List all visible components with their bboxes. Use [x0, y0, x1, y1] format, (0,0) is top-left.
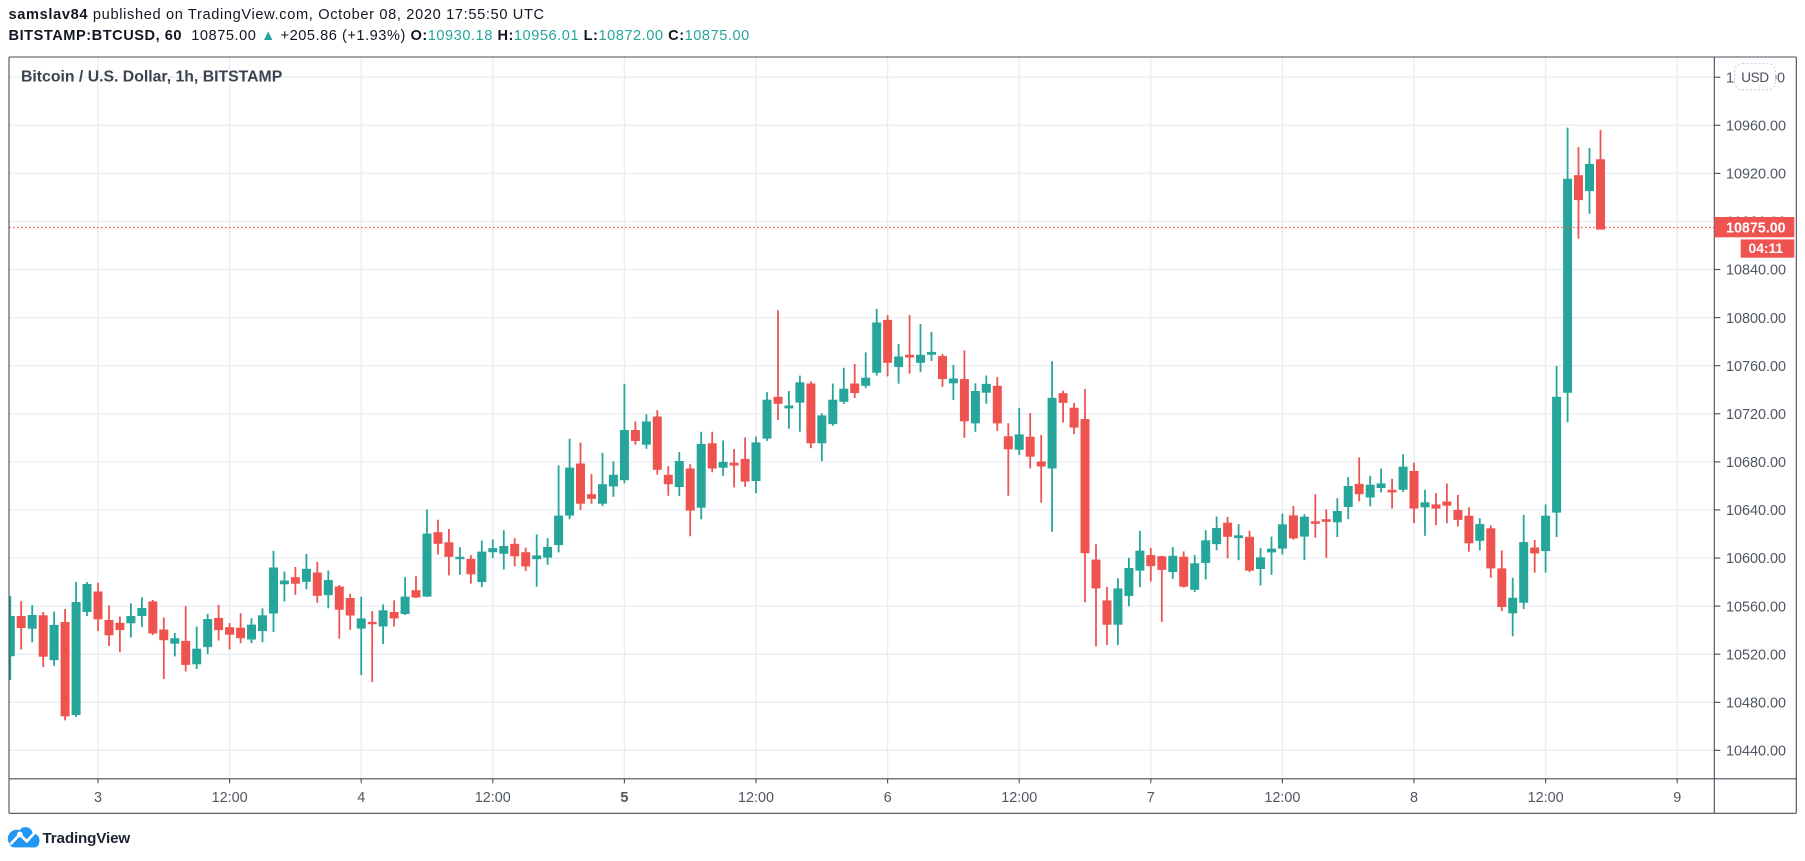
svg-text:12:00: 12:00 — [1264, 790, 1300, 806]
svg-text:7: 7 — [1147, 790, 1155, 806]
svg-text:10640.00: 10640.00 — [1726, 503, 1786, 519]
svg-text:10800.00: 10800.00 — [1726, 311, 1786, 327]
svg-text:4: 4 — [357, 790, 365, 806]
svg-text:USD: USD — [1741, 70, 1769, 85]
svg-text:10840.00: 10840.00 — [1726, 263, 1786, 279]
svg-text:3: 3 — [94, 790, 102, 806]
svg-text:10720.00: 10720.00 — [1726, 407, 1786, 423]
svg-text:10480.00: 10480.00 — [1726, 696, 1786, 712]
svg-text:12:00: 12:00 — [1528, 790, 1564, 806]
svg-text:10760.00: 10760.00 — [1726, 359, 1786, 375]
svg-text:9: 9 — [1673, 790, 1681, 806]
svg-text:10920.00: 10920.00 — [1726, 167, 1786, 183]
svg-text:12:00: 12:00 — [1001, 790, 1037, 806]
svg-text:10960.00: 10960.00 — [1726, 119, 1786, 135]
svg-text:10600.00: 10600.00 — [1726, 551, 1786, 567]
svg-text:Bitcoin / U.S. Dollar, 1h, BIT: Bitcoin / U.S. Dollar, 1h, BITSTAMP — [21, 69, 282, 86]
svg-text:10440.00: 10440.00 — [1726, 744, 1786, 760]
svg-text:8: 8 — [1410, 790, 1418, 806]
svg-text:10875.00: 10875.00 — [1726, 221, 1786, 237]
svg-text:TradingView: TradingView — [43, 830, 131, 847]
svg-text:04:11: 04:11 — [1749, 241, 1784, 256]
svg-text:12:00: 12:00 — [738, 790, 774, 806]
svg-text:12:00: 12:00 — [212, 790, 248, 806]
svg-text:12:00: 12:00 — [475, 790, 511, 806]
svg-text:5: 5 — [620, 790, 628, 806]
svg-text:6: 6 — [884, 790, 892, 806]
svg-text:10560.00: 10560.00 — [1726, 599, 1786, 615]
svg-text:10520.00: 10520.00 — [1726, 647, 1786, 663]
svg-text:10680.00: 10680.00 — [1726, 455, 1786, 471]
